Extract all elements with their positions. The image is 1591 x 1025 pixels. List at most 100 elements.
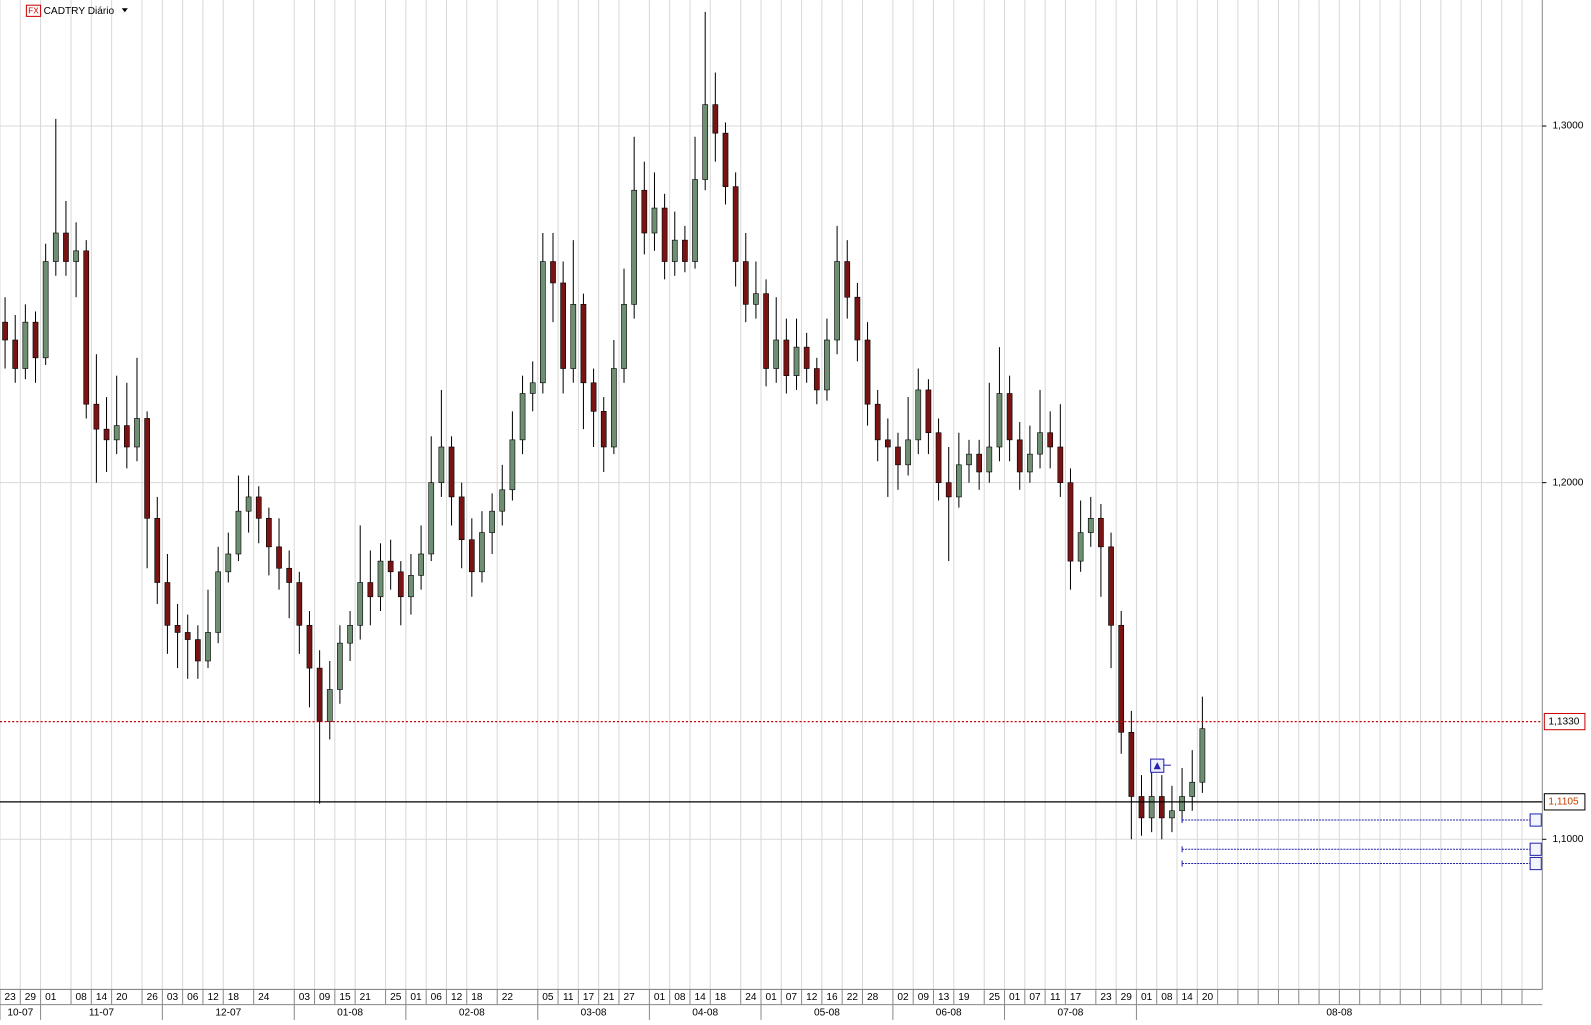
candle-body <box>1087 518 1094 533</box>
candle-body <box>63 232 69 262</box>
candle-body <box>276 546 282 569</box>
candle-body <box>1118 625 1125 733</box>
candle-body <box>1179 796 1185 812</box>
x-tick-label: 23 <box>1100 992 1112 1003</box>
x-tick-label: 14 <box>96 992 108 1003</box>
month-label: 04-08 <box>692 1007 718 1018</box>
candle-body <box>509 439 516 491</box>
month-label: 07-08 <box>1058 1007 1084 1018</box>
candle-body <box>631 189 638 305</box>
y-tick-label: 1,1000 <box>1552 834 1583 845</box>
x-tick-label: 06 <box>187 992 199 1003</box>
candle-body <box>1006 393 1013 441</box>
candle-body <box>134 418 140 448</box>
candle-body <box>844 261 851 298</box>
x-tick-label: 08 <box>1161 992 1173 1003</box>
order-icon[interactable] <box>1529 813 1542 827</box>
title-dropdown[interactable] <box>121 8 128 13</box>
x-tick-label: 09 <box>319 992 331 1003</box>
x-tick-label: 08 <box>76 992 88 1003</box>
candle-body <box>753 293 759 305</box>
fx-badge <box>25 4 42 17</box>
chart-title[interactable]: CADTRY Diário <box>44 6 115 17</box>
candle-body <box>783 339 790 376</box>
candle-body <box>1148 796 1155 819</box>
order-marker[interactable] <box>1150 758 1171 773</box>
candle-body <box>742 261 749 305</box>
x-tick-label: 17 <box>1070 992 1082 1003</box>
x-tick-label: 24 <box>258 992 270 1003</box>
candle-body <box>286 567 293 583</box>
x-tick-label: 18 <box>471 992 483 1003</box>
x-tick-label: 26 <box>147 992 159 1003</box>
candle-body <box>174 625 181 633</box>
order-icon[interactable] <box>1529 842 1542 856</box>
candle-body <box>468 539 475 573</box>
x-tick-label: 14 <box>1182 992 1194 1003</box>
candle-body <box>996 393 1003 448</box>
candle-body <box>540 261 546 384</box>
candle-body <box>438 446 445 483</box>
candle-body <box>93 403 100 430</box>
candle-body <box>651 207 658 234</box>
x-tick-label: 03 <box>299 992 311 1003</box>
x-tick-label: 03 <box>167 992 179 1003</box>
candle-body <box>326 689 333 722</box>
candle-body <box>296 582 303 626</box>
grid <box>0 0 1543 990</box>
candle-body <box>671 239 678 262</box>
candle-body <box>560 282 566 369</box>
month-label: 12-07 <box>215 1007 241 1018</box>
candle-body <box>895 446 901 466</box>
x-tick-label: 13 <box>938 992 950 1003</box>
x-tick-label: 11 <box>1050 992 1061 1003</box>
candle-body <box>813 368 820 391</box>
candle-body <box>550 261 556 284</box>
candle-body <box>621 304 627 369</box>
x-tick-label: 09 <box>918 992 930 1003</box>
order-icon[interactable] <box>1529 856 1542 871</box>
candle-body <box>570 304 577 369</box>
candle-body <box>144 418 150 519</box>
candle-body <box>1067 482 1074 562</box>
candle-body <box>205 632 211 662</box>
x-tick-label: 22 <box>502 992 514 1003</box>
candle-body <box>337 642 343 690</box>
candle-body <box>976 453 982 473</box>
candle-body <box>255 496 262 519</box>
month-label: 03-08 <box>581 1007 607 1018</box>
plot <box>2 11 1206 840</box>
candle-body <box>600 411 607 448</box>
candle-body <box>22 321 29 369</box>
x-tick-label: 17 <box>583 992 595 1003</box>
candle-body <box>377 560 384 598</box>
x-tick-label: 21 <box>360 992 372 1003</box>
x-tick-label: 12 <box>451 992 463 1003</box>
candle-body <box>884 439 891 448</box>
x-tick-label: 27 <box>623 992 635 1003</box>
candle-body <box>529 382 536 394</box>
x-tick-label: 18 <box>715 992 727 1003</box>
candle-body <box>266 518 272 548</box>
x-tick-label: 07 <box>1029 992 1041 1003</box>
candle-body <box>32 321 39 359</box>
month-label: 11-07 <box>89 1007 115 1018</box>
x-tick-label: 01 <box>766 992 778 1003</box>
x-tick-label: 14 <box>694 992 706 1003</box>
candle-body <box>357 582 364 626</box>
candle-body <box>306 625 313 669</box>
candle-body <box>73 250 79 262</box>
candle-body <box>52 232 59 262</box>
candle-body <box>1098 518 1104 548</box>
candle-body <box>195 639 201 662</box>
x-tick-label: 20 <box>1202 992 1214 1003</box>
candle-body <box>732 186 739 262</box>
x-tick-label: 05 <box>542 992 554 1003</box>
candle-body <box>316 667 323 722</box>
x-tick-label: 22 <box>847 992 859 1003</box>
candle-body <box>42 261 49 359</box>
candle-body <box>1037 432 1043 455</box>
x-tick-label: 20 <box>116 992 128 1003</box>
